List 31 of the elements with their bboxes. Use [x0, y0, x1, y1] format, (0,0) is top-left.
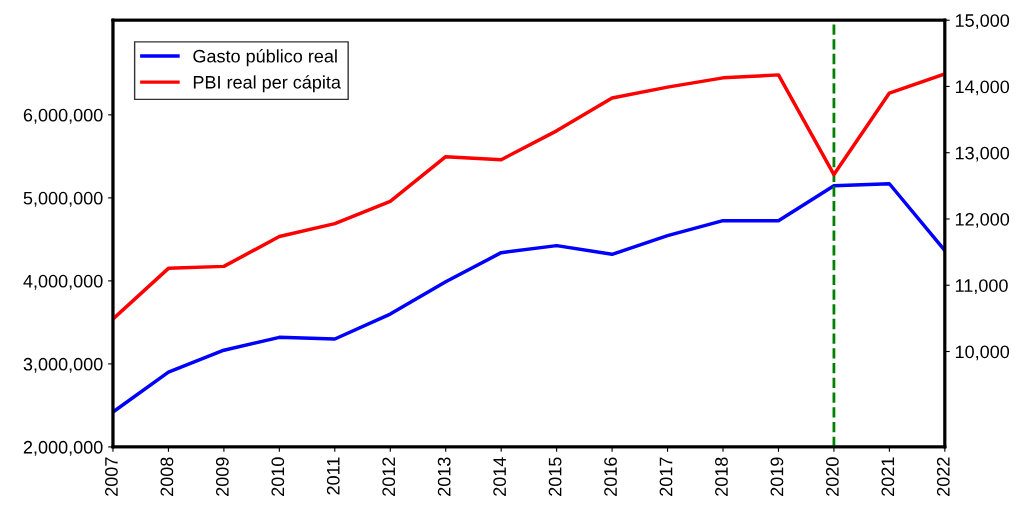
x-tick-label: 2014 [493, 457, 507, 496]
line-series [112, 182, 945, 414]
x-tick-label: 2022 [936, 457, 950, 496]
x-tick-label: 2016 [604, 457, 617, 496]
x-tick-label: 2015 [548, 457, 562, 496]
legend-label: PBI real per cápita [193, 75, 341, 93]
x-tick-label: 2010 [271, 457, 285, 496]
y2-tick-label: 12,000 [955, 212, 1010, 228]
y2-tick-label: 11,000 [955, 279, 1008, 295]
y-tick-label: 3,000,000 [23, 357, 103, 373]
x-tick-label: 2019 [770, 457, 784, 496]
x-tick-label: 2009 [215, 457, 229, 496]
x-tick-label: 2012 [382, 457, 396, 496]
x-tick-label: 2020 [825, 457, 839, 496]
y2-tick-label: 10,000 [955, 345, 1010, 361]
x-tick-label: 2011 [326, 457, 340, 495]
x-tick-label: 2017 [659, 457, 673, 496]
x-tick-label: 2008 [160, 457, 174, 496]
x-tick-label: 2007 [105, 457, 118, 496]
x-tick-label: 2013 [437, 457, 451, 496]
x-tick-label: 2021 [881, 457, 895, 496]
y-tick-label: 5,000,000 [23, 191, 103, 207]
legend-label: Gasto público real [193, 49, 337, 67]
x-tick-label: 2018 [715, 457, 728, 496]
y-tick-label: 4,000,000 [23, 274, 103, 290]
line-series [112, 72, 945, 321]
y-tick-label: 2,000,000 [23, 440, 103, 456]
y2-tick-label: 13,000 [955, 146, 1010, 162]
y-tick-label: 6,000,000 [23, 108, 103, 124]
y2-tick-label: 15,000 [955, 14, 1010, 30]
y2-tick-label: 14,000 [955, 80, 1010, 96]
